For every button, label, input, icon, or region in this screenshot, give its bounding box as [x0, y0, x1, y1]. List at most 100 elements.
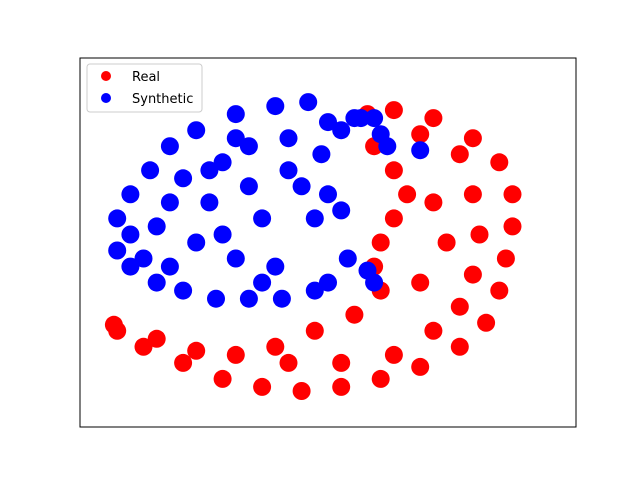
- scatter-point: [503, 217, 522, 236]
- scatter-point: [319, 185, 337, 204]
- scatter-point: [108, 241, 127, 260]
- scatter-point: [187, 121, 206, 140]
- scatter-point: [371, 369, 390, 388]
- scatter-point: [305, 209, 324, 228]
- scatter-point: [121, 225, 140, 244]
- scatter-point: [272, 289, 291, 308]
- scatter-point: [226, 249, 245, 268]
- scatter-point: [279, 161, 298, 180]
- scatter-point: [279, 353, 298, 372]
- scatter-point: [226, 345, 245, 364]
- scatter-point: [266, 97, 285, 116]
- scatter-point: [200, 161, 219, 180]
- scatter-point: [384, 209, 403, 228]
- scatter-point: [332, 353, 351, 372]
- scatter-point: [239, 137, 258, 156]
- legend-label-real: Real: [132, 70, 160, 85]
- scatter-point: [239, 177, 258, 196]
- scatter-point: [411, 141, 430, 160]
- scatter-point: [463, 129, 482, 148]
- scatter-point: [424, 109, 443, 128]
- scatter-point: [292, 382, 311, 400]
- scatter-point: [371, 233, 390, 252]
- scatter-point: [503, 185, 522, 204]
- legend-marker-synthetic: [101, 93, 111, 103]
- scatter-point: [174, 169, 193, 188]
- scatter-point: [187, 341, 206, 360]
- scatter-point: [338, 249, 357, 268]
- scatter-point: [437, 233, 456, 252]
- scatter-point: [490, 153, 509, 172]
- scatter-point: [305, 321, 324, 340]
- scatter-point: [266, 337, 285, 356]
- scatter-point: [104, 315, 123, 334]
- scatter-point: [207, 289, 225, 308]
- points-layer: [104, 93, 522, 400]
- scatter-point: [200, 193, 219, 212]
- scatter-point: [496, 249, 515, 268]
- scatter-point: [450, 297, 469, 316]
- scatter-point: [147, 273, 166, 292]
- scatter-point: [134, 249, 153, 268]
- scatter-point: [345, 305, 364, 324]
- scatter-point: [351, 109, 370, 128]
- scatter-point: [319, 113, 337, 132]
- scatter-point: [305, 281, 324, 300]
- scatter-point: [147, 329, 166, 348]
- legend-box: [86, 63, 203, 113]
- plot-frame: [79, 57, 577, 428]
- scatter-point: [160, 257, 179, 276]
- scatter-point: [384, 345, 403, 364]
- scatter-point: [424, 193, 443, 212]
- scatter-point: [463, 265, 482, 284]
- scatter-point: [398, 185, 417, 204]
- scatter-point: [226, 129, 245, 148]
- scatter-point: [187, 233, 206, 252]
- scatter-point: [239, 289, 258, 308]
- scatter-point: [424, 321, 443, 340]
- scatter-point: [378, 137, 397, 156]
- scatter-point: [332, 377, 351, 396]
- scatter-point: [147, 217, 166, 236]
- legend-marker-real: [101, 71, 111, 81]
- scatter-point: [411, 273, 430, 292]
- scatter-point: [450, 145, 469, 164]
- scatter-point: [490, 281, 509, 300]
- scatter-point: [253, 377, 272, 396]
- scatter-point: [450, 337, 469, 356]
- scatter-point: [253, 209, 272, 228]
- scatter-point: [358, 261, 377, 280]
- scatter-point: [160, 193, 179, 212]
- scatter-point: [365, 109, 384, 128]
- scatter-point: [470, 225, 489, 244]
- scatter-point: [160, 137, 179, 156]
- scatter-point: [213, 153, 232, 172]
- scatter-point: [384, 161, 403, 180]
- scatter-point: [213, 369, 232, 388]
- scatter-point: [411, 357, 430, 376]
- scatter-point: [477, 313, 496, 332]
- scatter-point: [213, 225, 232, 244]
- scatter-point: [266, 257, 285, 276]
- scatter-point: [253, 273, 272, 292]
- legend-label-synthetic: Synthetic: [132, 92, 193, 107]
- series-synthetic: [108, 93, 430, 308]
- series-real: [104, 101, 522, 400]
- scatter-point: [299, 93, 318, 112]
- scatter-point: [319, 273, 337, 292]
- scatter-point: [463, 185, 482, 204]
- scatter-point: [332, 121, 351, 140]
- scatter-point: [226, 105, 245, 124]
- scatter-point: [134, 337, 153, 356]
- scatter-point: [108, 209, 127, 228]
- scatter-point: [174, 353, 193, 372]
- scatter-point: [384, 101, 403, 120]
- scatter-point: [332, 201, 351, 220]
- scatter-point: [121, 257, 140, 276]
- scatter-point: [312, 145, 331, 164]
- scatter-point: [411, 125, 430, 144]
- scatter-point: [121, 185, 140, 204]
- scatter-point: [279, 129, 298, 148]
- legend: Real Synthetic: [86, 63, 203, 113]
